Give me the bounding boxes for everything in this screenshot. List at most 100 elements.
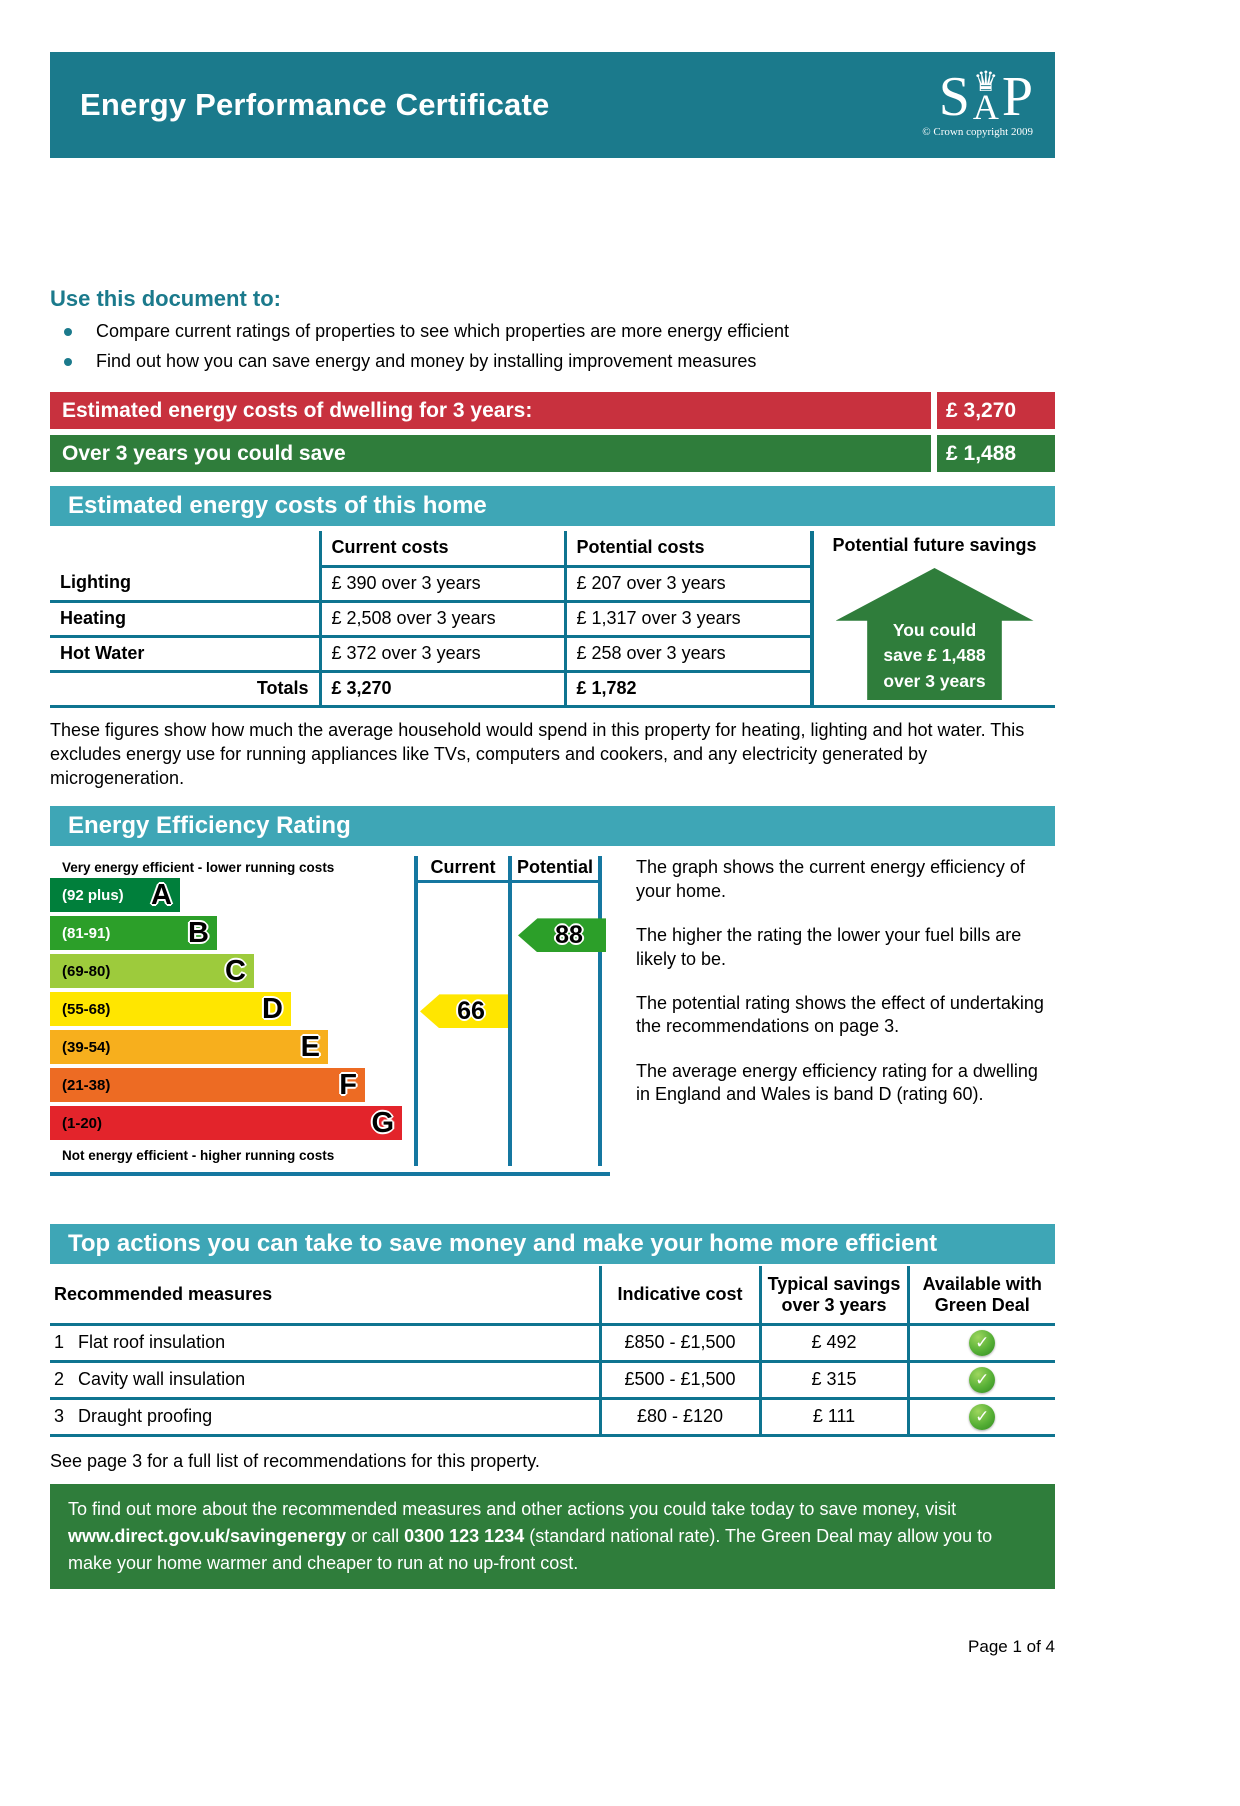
potential-saving-band: Over 3 years you could save £ 1,488 [50, 435, 1055, 472]
typical-savings: £ 111 [758, 1398, 908, 1437]
col-typical-savings: Typical savings over 3 years [758, 1266, 908, 1326]
col-potential-costs: Potential costs [563, 531, 810, 568]
totals-row: Totals £ 3,270 £ 1,782 [50, 671, 810, 708]
band-b: (81-91) B [50, 916, 217, 951]
band-e: (39-54) E [50, 1030, 328, 1065]
table-row: 3 Draught proofing £80 - £120 £ 111 ✓ [50, 1398, 1055, 1437]
potential-cost: £ 207 over 3 years [563, 566, 810, 603]
actions-section-header: Top actions you can take to save money a… [50, 1224, 1055, 1265]
paragraph: The higher the rating the lower your fue… [636, 925, 1022, 969]
measure-number: 1 [54, 1332, 65, 1353]
indicative-cost: £80 - £120 [598, 1398, 760, 1437]
current-rating-arrow: 66 [420, 994, 508, 1029]
potential-rating-arrow: 88 [518, 918, 606, 953]
potential-cost: £ 1,317 over 3 years [563, 601, 810, 638]
rating-section: Energy Efficiency Rating Very energy eff… [50, 806, 1055, 1177]
measure-name: Cavity wall insulation [78, 1369, 246, 1390]
summary-bands: Estimated energy costs of dwelling for 3… [50, 392, 1055, 472]
table-row: Hot Water £ 372 over 3 years £ 258 over … [50, 636, 810, 673]
rating-explanation: The graph shows the current energy effic… [636, 856, 1054, 1176]
paragraph: The graph shows the current energy effic… [636, 857, 1025, 901]
table-header-row: Current costs Potential costs [50, 531, 810, 568]
estimated-cost-label: Estimated energy costs of dwelling for 3… [50, 392, 931, 429]
savingenergy-url: www.direct.gov.uk/savingenergy [68, 1525, 347, 1546]
bullet-text: Compare current ratings of properties to… [96, 321, 790, 341]
crown-icon: ♛ [973, 66, 999, 98]
info-notice-box: To find out more about the recommended m… [50, 1483, 1055, 1589]
bullet-icon [64, 358, 72, 366]
sap-logo: S ♛ A P © Crown copyright 2009 [922, 66, 1033, 139]
phone-number: 0300 123 1234 [404, 1525, 525, 1546]
epc-rating-chart: Very energy efficient - lower running co… [50, 856, 610, 1177]
bullet-icon [64, 328, 72, 336]
sap-letter-p: P [1001, 66, 1033, 129]
notice-text: To find out more about the recommended m… [68, 1498, 957, 1519]
page-number: Page 1 of 4 [968, 1636, 1055, 1656]
paragraph: The average energy efficiency rating for… [636, 1060, 1038, 1105]
typical-savings: £ 492 [758, 1324, 908, 1363]
indicative-cost: £500 - £1,500 [598, 1361, 760, 1400]
notice-text: (standard national rate). The Green Deal… [68, 1525, 993, 1573]
document-header: Energy Performance Certificate S ♛ A P ©… [50, 52, 1055, 158]
col-indicative-cost: Indicative cost [598, 1266, 760, 1326]
potential-saving-value: £ 1,488 [937, 435, 1055, 472]
actions-section: Top actions you can take to save money a… [50, 1224, 1055, 1472]
col-current-costs: Current costs [318, 531, 565, 568]
col-recommended-measures: Recommended measures [50, 1266, 600, 1326]
notice-text: or call [346, 1525, 405, 1546]
table-row: 1 Flat roof insulation £850 - £1,500 £ 4… [50, 1324, 1055, 1363]
row-label: Heating [50, 601, 320, 638]
intro-section: Use this document to: Compare current ra… [50, 286, 1055, 372]
crown-copyright: © Crown copyright 2009 [922, 126, 1033, 139]
see-page-note: See page 3 for a full list of recommenda… [50, 1450, 540, 1471]
future-savings-panel: Potential future savings You could save … [810, 531, 1055, 708]
col-future-savings: Potential future savings [832, 535, 1037, 555]
current-cost: £ 372 over 3 years [318, 636, 565, 673]
green-deal-check-icon: ✓ [969, 1329, 996, 1356]
epc-page: Energy Performance Certificate S ♛ A P ©… [50, 52, 1055, 1657]
measure-name: Flat roof insulation [78, 1332, 226, 1353]
totals-current: £ 3,270 [318, 671, 565, 708]
current-cost: £ 2,508 over 3 years [318, 601, 565, 638]
table-row: Heating £ 2,508 over 3 years £ 1,317 ove… [50, 601, 810, 638]
savings-arrow-graphic: You could save £ 1,488 over 3 years [835, 568, 1034, 700]
band-a: (92 plus) A [50, 878, 180, 913]
costs-section: Estimated energy costs of this home Curr… [50, 486, 1055, 790]
estimated-cost-band: Estimated energy costs of dwelling for 3… [50, 392, 1055, 429]
recommended-measures-table: Recommended measures Indicative cost Typ… [50, 1266, 1055, 1437]
band-g: (1-20) G [50, 1106, 402, 1141]
current-column: Current [414, 856, 508, 1167]
bullet-text: Find out how you can save energy and mon… [96, 351, 757, 371]
col-green-deal: Available with Green Deal [906, 1266, 1055, 1326]
current-cost: £ 390 over 3 years [318, 566, 565, 603]
potential-cost: £ 258 over 3 years [563, 636, 810, 673]
green-deal-check-icon: ✓ [969, 1366, 996, 1393]
measure-number: 3 [54, 1406, 65, 1427]
chart-top-label: Very energy efficient - lower running co… [62, 859, 335, 875]
costs-note: These figures show how much the average … [50, 719, 1025, 789]
list-item: Compare current ratings of properties to… [50, 321, 1055, 342]
measure-number: 2 [54, 1369, 65, 1390]
table-row: 2 Cavity wall insulation £500 - £1,500 £… [50, 1361, 1055, 1400]
rating-bands: (92 plus) A (81-91) B (69-80) C (55-68 [50, 878, 414, 1141]
measure-name: Draught proofing [78, 1406, 213, 1427]
totals-potential: £ 1,782 [563, 671, 810, 708]
green-deal-check-icon: ✓ [969, 1403, 996, 1430]
list-item: Find out how you can save energy and mon… [50, 351, 1055, 372]
sap-letter-a: A [972, 86, 999, 127]
sap-letter-s: S [938, 66, 970, 129]
band-c: (69-80) C [50, 954, 254, 989]
indicative-cost: £850 - £1,500 [598, 1324, 760, 1363]
costs-section-header: Estimated energy costs of this home [50, 486, 1055, 526]
totals-label: Totals [50, 671, 320, 708]
potential-column: Potential [508, 856, 602, 1167]
row-label: Hot Water [50, 636, 320, 673]
band-f: (21-38) F [50, 1068, 365, 1103]
paragraph: The potential rating shows the effect of… [636, 992, 1044, 1037]
chart-bottom-label: Not energy efficient - higher running co… [62, 1147, 335, 1163]
band-d: (55-68) D [50, 992, 291, 1027]
row-label: Lighting [50, 566, 320, 603]
table-header-row: Recommended measures Indicative cost Typ… [50, 1266, 1055, 1326]
table-row: Lighting £ 390 over 3 years £ 207 over 3… [50, 566, 810, 603]
estimated-cost-value: £ 3,270 [937, 392, 1055, 429]
